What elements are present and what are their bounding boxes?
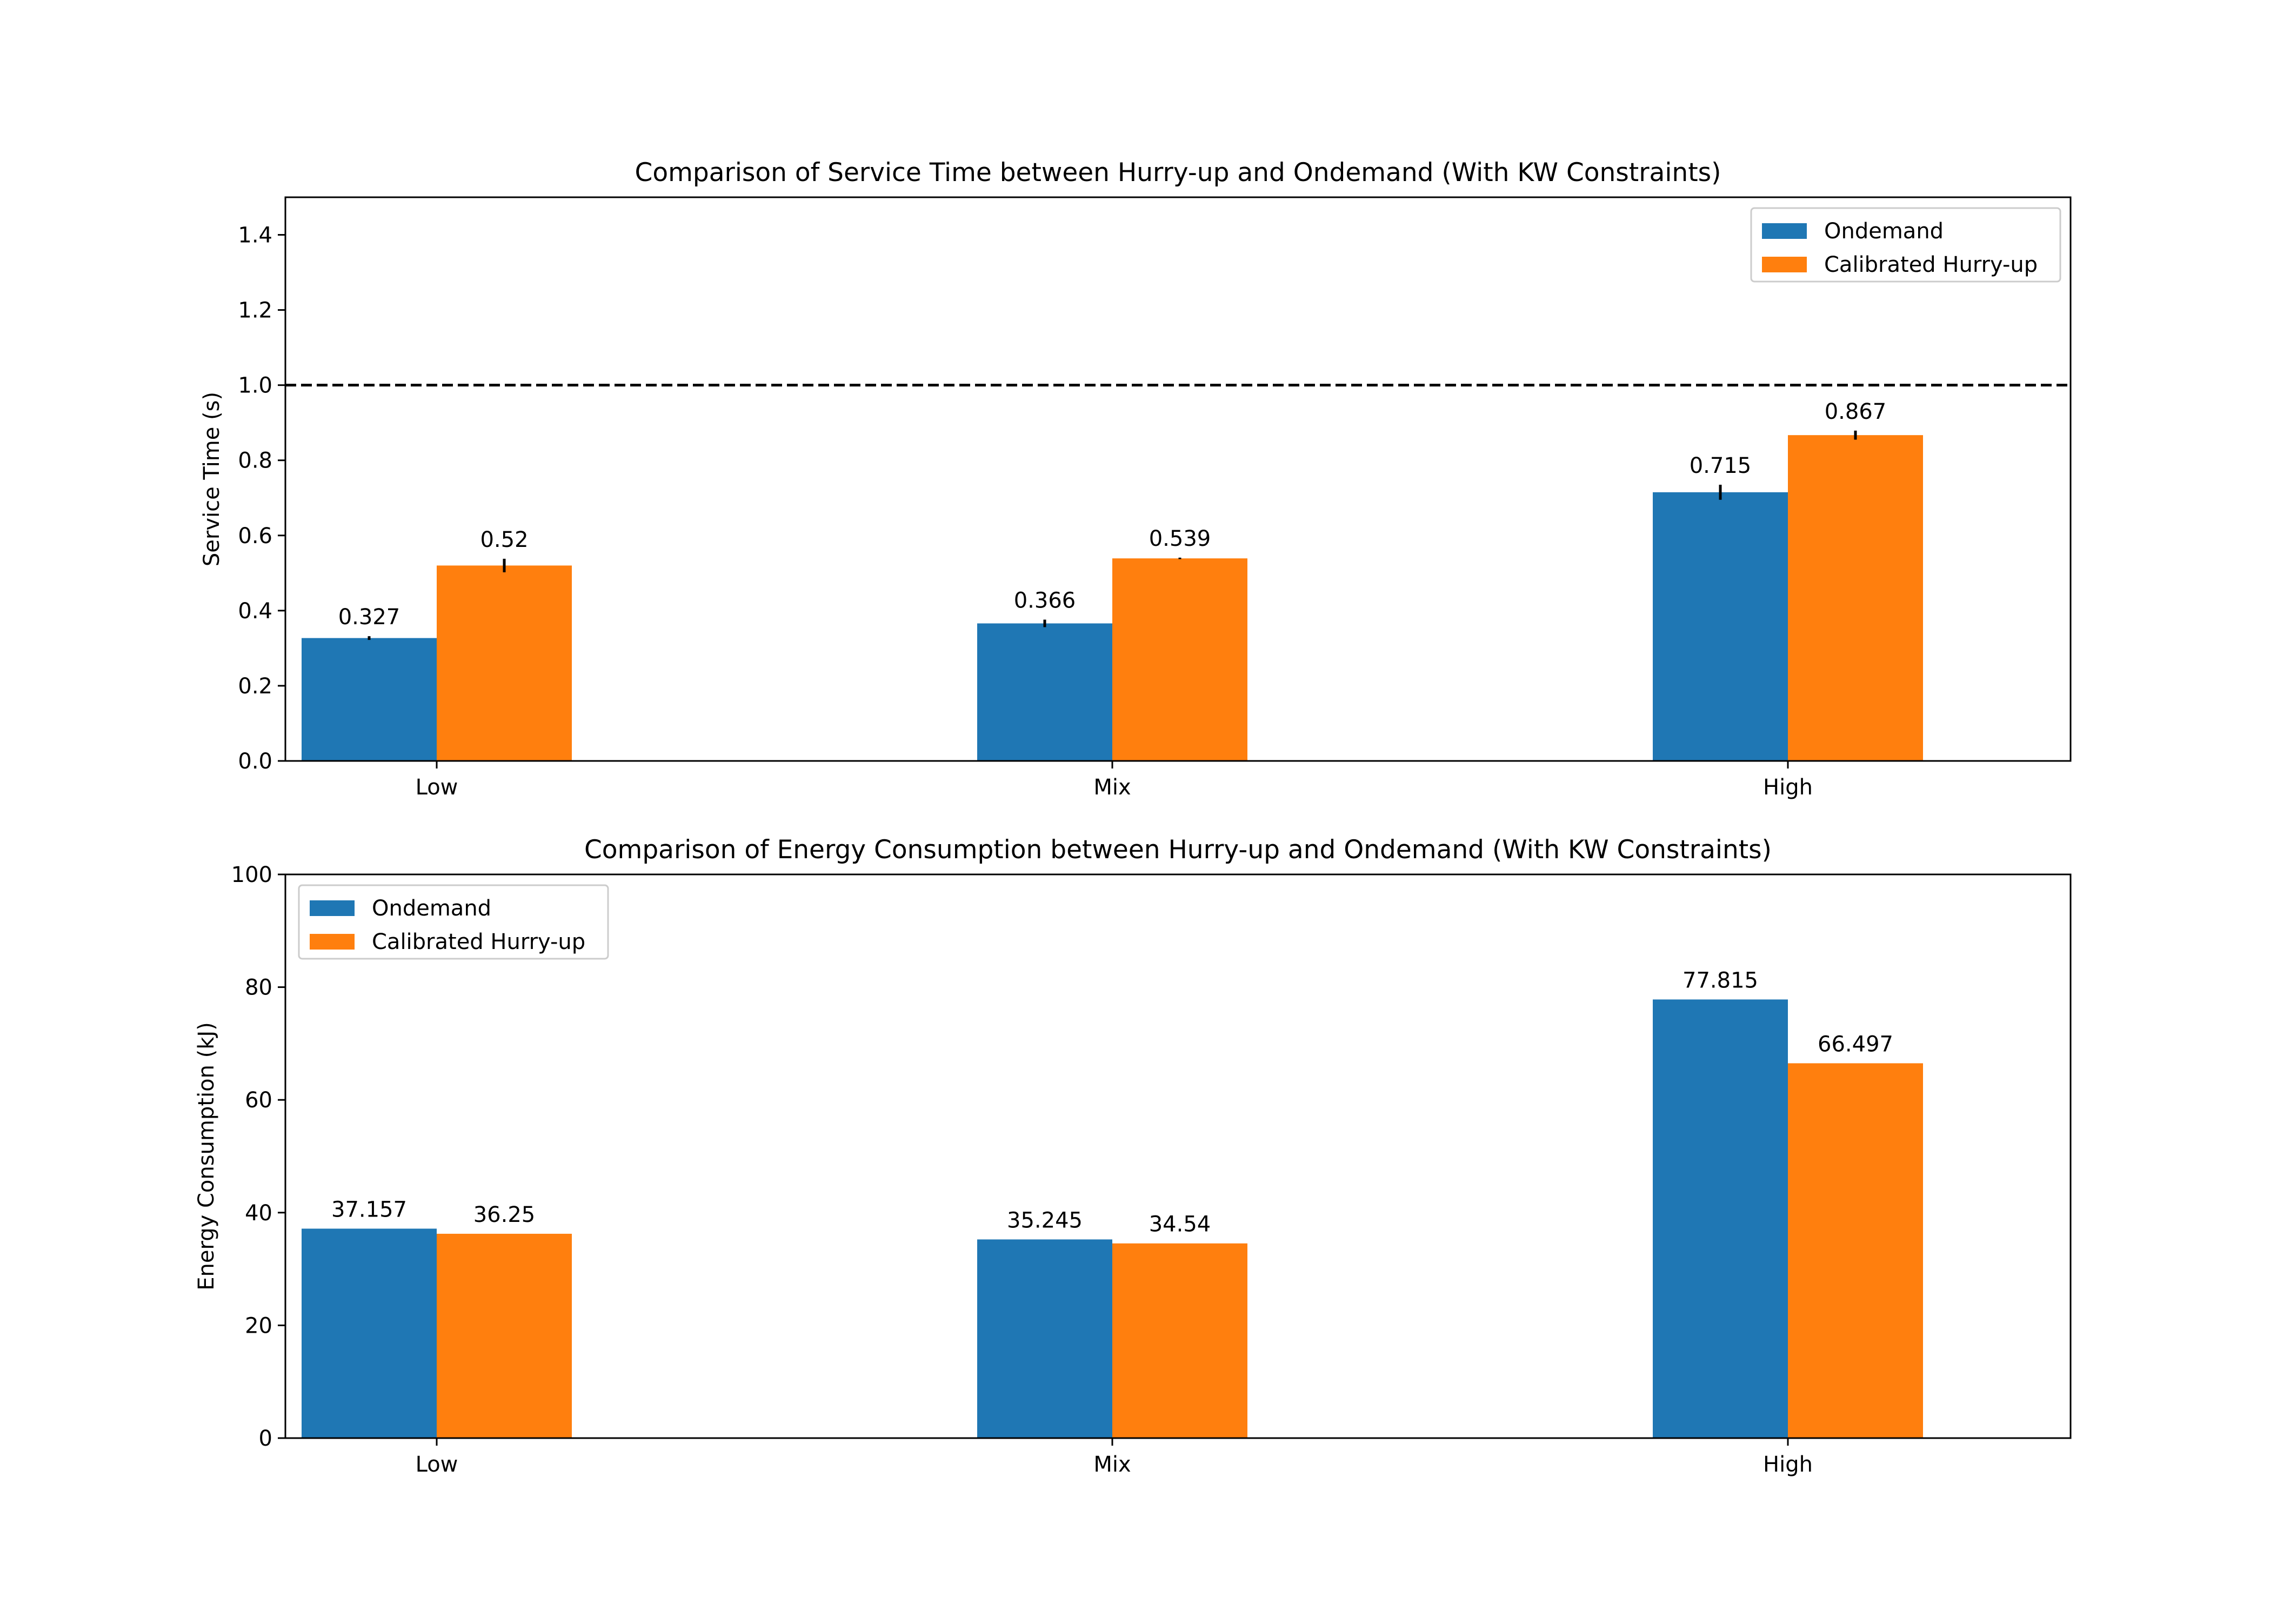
y-tick-label: 1.0 [238,373,272,398]
data-label: 66.497 [1818,1032,1893,1057]
data-label: 0.327 [338,605,400,630]
x-tick-label: Mix [1093,775,1131,800]
y-axis-label: Service Time (s) [199,392,224,566]
axes-frame [284,873,2072,1439]
y-tick-label: 1.4 [238,223,272,248]
legend-entry-label: Ondemand [1824,219,1944,244]
data-label: 0.52 [480,527,528,552]
data-label: 37.157 [331,1197,407,1222]
bar [977,623,1112,761]
data-label: 0.867 [1825,399,1887,424]
bar [437,1233,572,1438]
bar [1788,435,1923,761]
bar [1653,999,1788,1438]
y-tick-label: 100 [231,863,272,887]
bar [302,1228,437,1438]
y-tick-label: 0.4 [238,599,272,624]
y-axis-label: Energy Consumption (kJ) [194,1022,219,1291]
legend-swatch [1762,223,1807,239]
bar [977,1239,1112,1438]
data-label: 35.245 [1007,1208,1083,1233]
y-tick-label: 80 [245,975,272,1000]
bar [1653,492,1788,761]
legend-entry-label: Calibrated Hurry-up [1824,252,2038,277]
legend-swatch [310,934,355,950]
y-tick-label: 0.0 [238,749,272,774]
bar [1112,1243,1247,1438]
data-label: 36.25 [473,1202,536,1227]
x-tick-label: Mix [1093,1452,1131,1477]
data-label: 0.539 [1149,526,1211,551]
y-tick-label: 0.6 [238,524,272,549]
legend-swatch [1762,257,1807,272]
data-label: 0.366 [1014,589,1076,613]
chart-panel-1: Comparison of Service Time between Hurry… [199,158,2072,800]
legend-entry-label: Calibrated Hurry-up [372,930,585,954]
bar [1112,558,1247,761]
x-tick-label: Low [416,1452,458,1477]
data-label: 77.815 [1683,968,1758,993]
axes-frame [284,196,2072,762]
bar [1788,1063,1923,1438]
bar [302,638,437,761]
y-tick-label: 0 [259,1426,272,1451]
data-label: 34.54 [1149,1212,1211,1237]
legend: Ondemand Calibrated Hurry-up [298,884,609,960]
chart-title: Comparison of Service Time between Hurry… [635,158,1721,188]
legend-entry-label: Ondemand [372,896,491,921]
x-tick-label: High [1763,1452,1813,1477]
legend-frame [298,884,609,960]
y-tick-label: 40 [245,1201,272,1226]
legend-frame [1750,207,2061,283]
y-tick-label: 20 [245,1313,272,1338]
x-tick-label: Low [416,775,458,800]
chart-panel-2: Comparison of Energy Consumption between… [194,835,2072,1477]
y-tick-label: 60 [245,1088,272,1113]
chart-title: Comparison of Energy Consumption between… [584,835,1772,865]
y-tick-label: 0.2 [238,674,272,699]
legend-swatch [310,900,355,916]
y-tick-label: 1.2 [238,298,272,323]
y-tick-label: 0.8 [238,449,272,473]
x-tick-label: High [1763,775,1813,800]
legend: Ondemand Calibrated Hurry-up [1750,207,2061,283]
data-label: 0.715 [1690,453,1752,478]
bar [437,565,572,761]
